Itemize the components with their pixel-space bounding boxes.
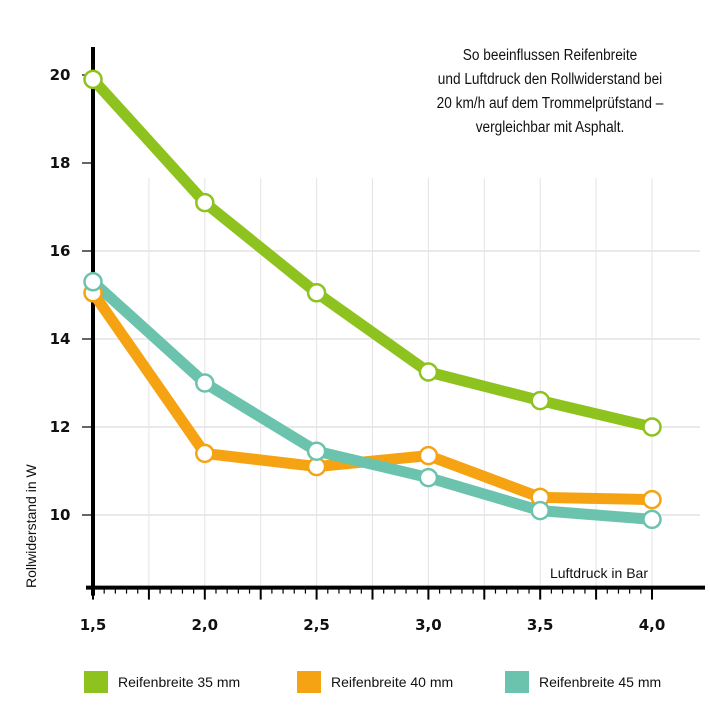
legend-swatch: [84, 671, 108, 693]
legend-label: Reifenbreite 35 mm: [118, 674, 241, 690]
data-point-0: [418, 362, 439, 382]
x-tick-label: 4,0: [639, 616, 666, 634]
series-line-2: [89, 277, 653, 525]
legend-item-45mm: Reifenbreite 45 mm: [505, 671, 661, 693]
title-line: vergleichbar mit Asphalt.: [475, 119, 625, 136]
data-point-2: [418, 467, 439, 488]
legend-swatch: [505, 671, 529, 693]
data-point-0: [306, 283, 327, 303]
data-point-0: [530, 390, 550, 411]
x-tick-label: 3,5: [527, 616, 554, 634]
legend-label: Reifenbreite 40 mm: [331, 674, 454, 690]
x-tick-label: 2,5: [303, 616, 330, 634]
legend-item-35mm: Reifenbreite 35 mm: [84, 671, 240, 693]
y-tick-label: 10: [50, 506, 71, 524]
data-point-2: [195, 373, 215, 393]
title-line: und Luftdruck den Rollwiderstand bei: [437, 71, 663, 88]
data-point-1: [195, 443, 215, 464]
x-axis-label: Luftdruck in Bar: [550, 565, 648, 581]
chart-title: So beeinflussen Reifenbreite und Luftdru…: [418, 44, 682, 140]
y-tick-label: 18: [50, 154, 71, 172]
y-tick-label: 14: [50, 330, 71, 348]
data-point-1: [418, 445, 439, 466]
y-axis-label: Rollwiderstand in W: [23, 464, 39, 588]
y-tick-label: 20: [50, 66, 71, 84]
title-line: So beeinflussen Reifenbreite: [462, 47, 638, 64]
legend-item-40mm: Reifenbreite 40 mm: [297, 671, 453, 693]
y-tick-label: 16: [50, 242, 71, 260]
data-point-2: [642, 509, 662, 530]
legend-swatch: [297, 671, 321, 693]
data-point-1: [642, 489, 662, 510]
title-line: 20 km/h auf dem Trommelprüfstand –: [436, 95, 664, 112]
y-tick-label: 12: [50, 418, 71, 436]
data-point-0: [83, 69, 103, 90]
data-point-2: [83, 272, 103, 292]
data-point-2: [306, 441, 327, 461]
x-tick-label: 1,5: [80, 616, 107, 634]
x-tick-label: 2,0: [192, 616, 219, 634]
series-line-0: [88, 75, 654, 433]
data-point-0: [642, 417, 662, 437]
x-tick-label: 3,0: [415, 616, 442, 634]
data-point-2: [530, 500, 550, 521]
data-point-0: [195, 192, 215, 213]
legend-label: Reifenbreite 45 mm: [539, 674, 662, 690]
